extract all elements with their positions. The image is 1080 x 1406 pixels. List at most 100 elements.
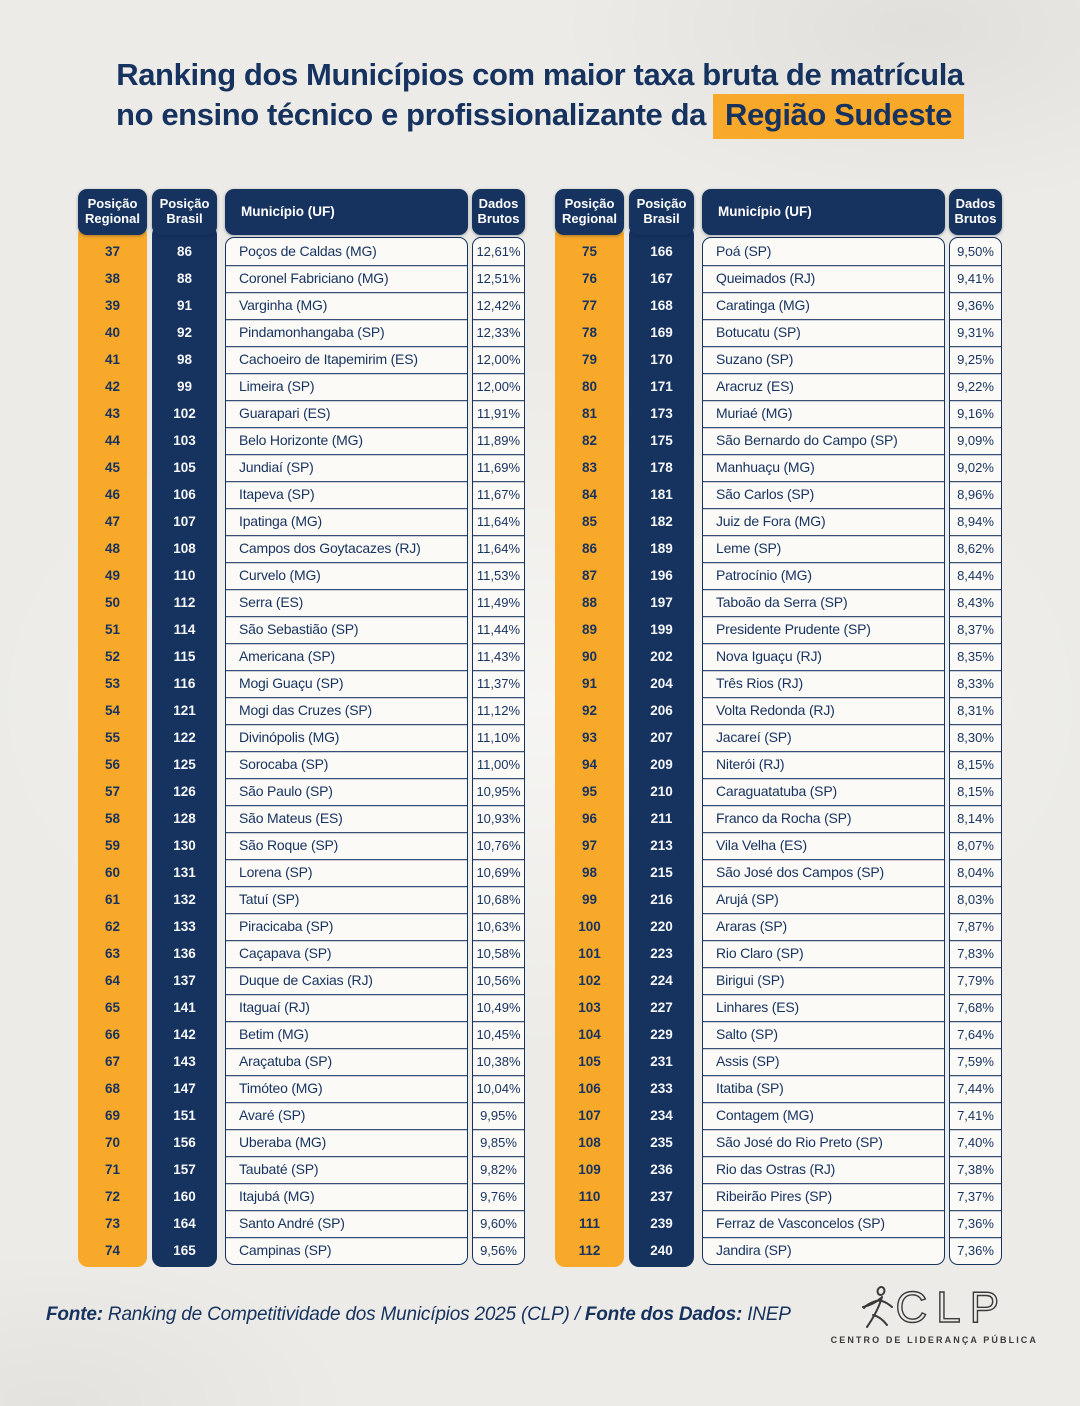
posicao-brasil-cells: 86 88 91 92 98 99 102 103 105 106 107 108 110 112 114 1…: [152, 224, 217, 1267]
table-cell: 7,44%: [950, 1075, 1001, 1102]
table-cell: Sorocaba (SP): [226, 751, 467, 778]
table-cell: 136: [173, 945, 196, 961]
table-cell: 99: [176, 378, 193, 394]
table-cell: 105: [578, 1053, 601, 1069]
clp-logo-text: CLP: [895, 1282, 1009, 1332]
municipio-cells: Poços de Caldas (MG) Coronel Fabriciano (…: [225, 236, 468, 1265]
table-cell: São Roque (SP): [226, 832, 467, 859]
table-cell: Assis (SP): [703, 1048, 944, 1075]
table-cell: 10,69%: [473, 859, 524, 886]
table-cell: 87: [581, 567, 598, 583]
table-cell: 141: [173, 999, 196, 1015]
table-cell: 164: [173, 1215, 196, 1231]
table-cell: 12,33%: [473, 319, 524, 346]
table-cell: 213: [650, 837, 673, 853]
table-cell: São José do Rio Preto (SP): [703, 1129, 944, 1156]
table-cell: 10,58%: [473, 940, 524, 967]
clp-person-icon: [861, 1285, 893, 1328]
table-cell: 11,69%: [473, 454, 524, 481]
table-cell: 9,50%: [957, 243, 994, 259]
table-cell: 67: [104, 1053, 121, 1069]
table-cell: Taboão da Serra (SP): [703, 589, 944, 616]
table-cell: 72: [104, 1188, 121, 1204]
table-cell: 91: [581, 675, 598, 691]
table-cell: 46: [104, 486, 121, 502]
table-cell: Rio das Ostras (RJ): [703, 1156, 944, 1183]
table-cell: 10,49%: [473, 994, 524, 1021]
table-cell: Limeira (SP): [226, 373, 467, 400]
ranking-table-left: Posição Regional 37 38 39 40 41 42 43 44 45 46 47 4…: [78, 188, 525, 1267]
table-cell: Lorena (SP): [226, 859, 467, 886]
table-cell: 79: [581, 351, 598, 367]
table-cell: Itajubá (MG): [226, 1183, 467, 1210]
table-cell: 60: [104, 864, 121, 880]
table-cell: 54: [104, 702, 121, 718]
table-cell: Aracruz (ES): [703, 373, 944, 400]
column-posicao-brasil: Posição Brasil 86 88 91 92 98 99 102 103 105 106 1…: [152, 188, 217, 1267]
table-cell: Ferraz de Vasconcelos (SP): [703, 1210, 944, 1237]
table-cell: Pindamonhangaba (SP): [226, 319, 467, 346]
table-cell: Serra (ES): [226, 589, 467, 616]
table-cell: 10,63%: [473, 913, 524, 940]
table-cell: 9,95%: [473, 1102, 524, 1129]
table-cell: Uberaba (MG): [226, 1129, 467, 1156]
table-cell: Duque de Caxias (RJ): [226, 967, 467, 994]
table-cell: 224: [650, 972, 673, 988]
table-cell: 8,31%: [950, 697, 1001, 724]
table-cell: 83: [581, 459, 598, 475]
table-cell: 8,94%: [950, 508, 1001, 535]
table-cell: 9,56%: [473, 1237, 524, 1264]
table-cell: 206: [650, 702, 673, 718]
table-cell: 240: [650, 1242, 673, 1258]
table-cell: 89: [581, 621, 598, 637]
table-cell: 11,44%: [473, 616, 524, 643]
table-cell: 233: [650, 1080, 673, 1096]
table-cell: 156: [173, 1134, 196, 1150]
table-cell: 62: [104, 918, 121, 934]
table-cell: 178: [650, 459, 673, 475]
table-cell: 9,36%: [950, 292, 1001, 319]
table-cell: 96: [581, 810, 598, 826]
table-cell: 7,64%: [950, 1021, 1001, 1048]
table-cell: 105: [173, 459, 196, 475]
header-posicao-brasil: Posição Brasil: [152, 188, 217, 235]
table-cell: 216: [650, 891, 673, 907]
table-cell: 44: [104, 432, 121, 448]
table-cell: 9,85%: [473, 1129, 524, 1156]
table-cell: 92: [176, 324, 193, 340]
table-cell: 175: [650, 432, 673, 448]
table-cell: Santo André (SP): [226, 1210, 467, 1237]
table-cell: 9,16%: [950, 400, 1001, 427]
table-cell: 223: [650, 945, 673, 961]
table-cell: 7,37%: [950, 1183, 1001, 1210]
table-cell: 12,00%: [473, 373, 524, 400]
column-posicao-regional: Posição Regional 37 38 39 40 41 42 43 44 45 46 47 4…: [78, 188, 147, 1267]
table-cell: 143: [173, 1053, 196, 1069]
table-cell: 58: [104, 810, 121, 826]
table-cell: 10,04%: [473, 1075, 524, 1102]
table-cell: 229: [650, 1026, 673, 1042]
table-cell: 132: [173, 891, 196, 907]
clp-logo-subtitle: CENTRO DE LIDERANÇA PÚBLICA: [830, 1334, 1038, 1345]
table-cell: 107: [173, 513, 196, 529]
table-cell: 239: [650, 1215, 673, 1231]
table-cell: 112: [578, 1242, 601, 1258]
table-cell: 94: [581, 756, 598, 772]
table-cell: 160: [173, 1188, 196, 1204]
table-cell: 7,41%: [950, 1102, 1001, 1129]
table-cell: 99: [581, 891, 598, 907]
dados-brutos-cells: 9,50% 9,41% 9,36% 9,31% 9,25% 9,22% 9,16% 9,09%…: [949, 236, 1002, 1265]
table-cell: Suzano (SP): [703, 346, 944, 373]
column-dados-brutos: Dados Brutos 9,50% 9,41% 9,36% 9,31% 9,25% 9,…: [949, 188, 1002, 1267]
table-cell: 7,36%: [950, 1237, 1001, 1264]
table-cell: Caratinga (MG): [703, 292, 944, 319]
table-cell: 103: [578, 999, 601, 1015]
table-cell: 90: [581, 648, 598, 664]
table-cell: 12,51%: [473, 265, 524, 292]
table-cell: 11,91%: [473, 400, 524, 427]
table-cell: Nova Iguaçu (RJ): [703, 643, 944, 670]
column-posicao-brasil: Posição Brasil 166 167 168 169 170 171 173 175 1…: [629, 188, 694, 1267]
table-cell: 39: [104, 297, 121, 313]
table-cell: 204: [650, 675, 673, 691]
table-cell: 42: [104, 378, 121, 394]
